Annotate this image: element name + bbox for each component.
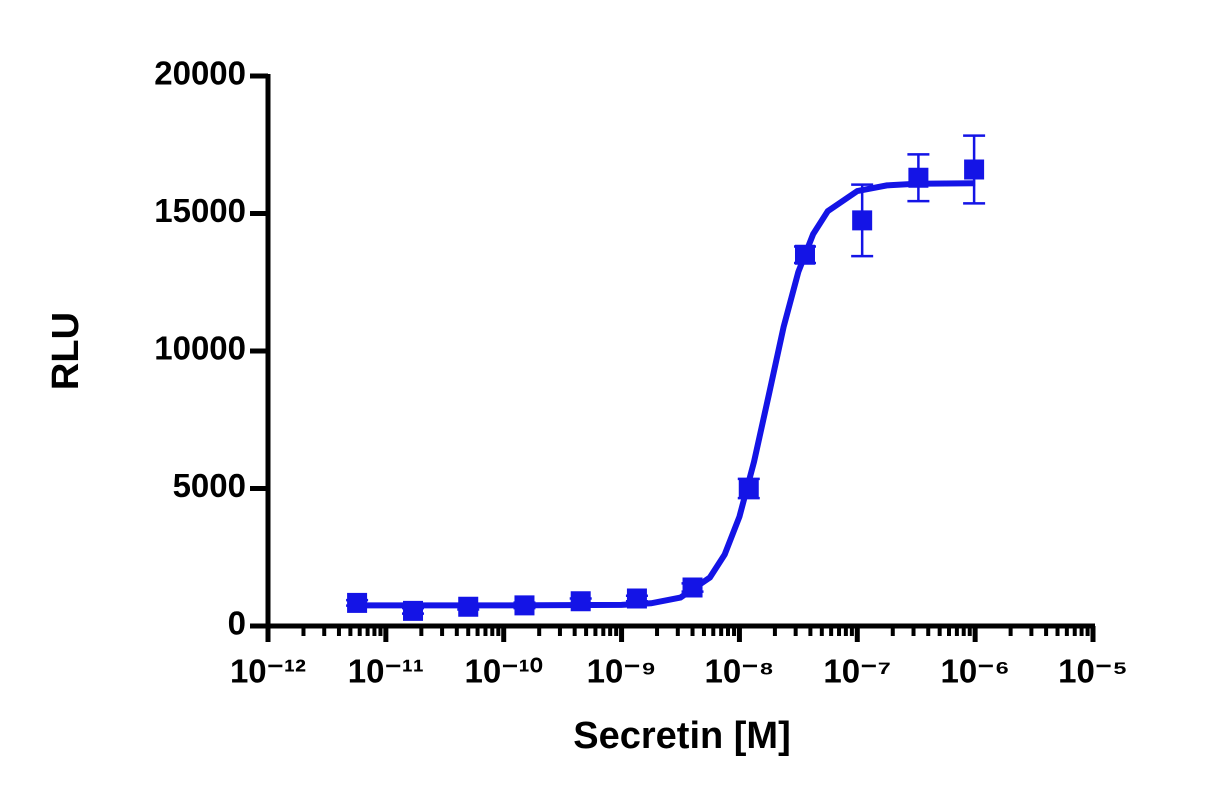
y-tick-label: 20000 <box>154 55 246 92</box>
x-tick-label: 10⁻⁶ <box>940 653 1009 690</box>
data-point <box>347 592 368 613</box>
x-tick-label: 10⁻⁸ <box>705 653 775 690</box>
x-tick-label: 10⁻¹⁰ <box>465 653 543 690</box>
data-point <box>514 595 535 616</box>
x-axis-title: Secretin [M] <box>573 715 790 757</box>
data-point <box>908 167 929 188</box>
x-tick-label: 10⁻⁵ <box>1058 653 1128 690</box>
x-tick-label: 10⁻¹¹ <box>348 653 424 690</box>
y-tick-label: 0 <box>228 605 246 642</box>
data-point <box>738 478 759 499</box>
y-tick-label: 15000 <box>154 192 246 229</box>
data-point <box>458 596 479 617</box>
data-point <box>626 588 647 609</box>
x-tick-label: 10⁻¹² <box>230 653 306 690</box>
y-axis-title: RLU <box>45 312 87 390</box>
y-tick-label: 5000 <box>173 467 246 504</box>
data-point <box>570 591 591 612</box>
data-point <box>682 577 703 598</box>
data-point <box>964 159 985 180</box>
x-tick-label: 10⁻⁷ <box>823 653 891 690</box>
data-point <box>403 600 424 621</box>
x-tick-label: 10⁻⁹ <box>587 653 657 690</box>
fit-curve <box>356 180 976 609</box>
y-tick-label: 10000 <box>154 330 246 367</box>
data-point <box>852 210 873 231</box>
data-point <box>794 244 815 265</box>
